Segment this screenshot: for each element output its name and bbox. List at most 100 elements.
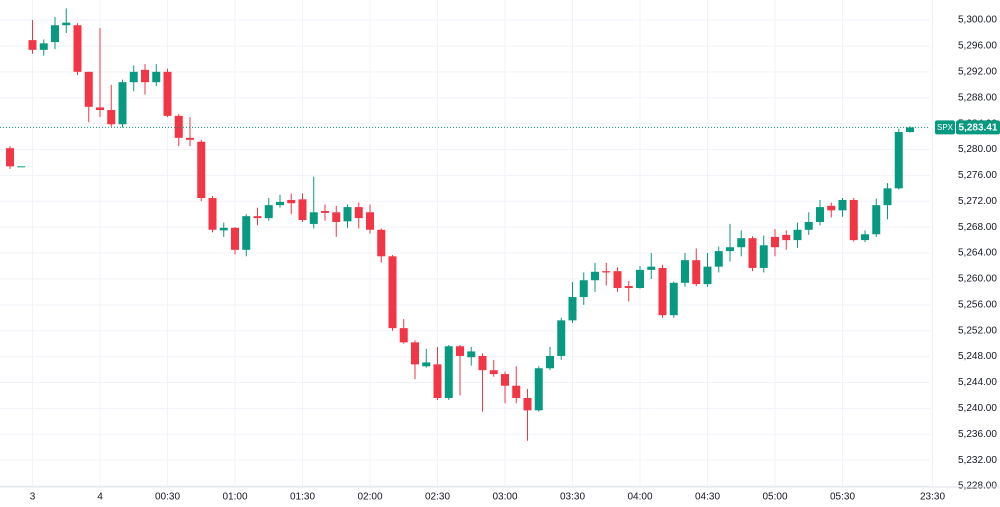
price-label: 5,283.41 [959,123,998,134]
candle-body [647,266,656,270]
x-tick-label: 05:00 [762,492,787,503]
y-tick-label: 5,260.00 [958,274,997,285]
candle-body [658,267,667,316]
x-tick-label: 05:30 [830,492,855,503]
candle-body [804,221,813,230]
candle-body [321,210,329,213]
candle-body [534,368,543,411]
candle-body [422,362,431,367]
candle-body [17,166,26,168]
candle-body [861,234,869,241]
candle-body [163,71,172,116]
candle-body [557,320,566,356]
candle-body [883,188,892,206]
candle-body [129,71,138,83]
candle-body [388,256,397,329]
candle-body [332,212,341,222]
y-tick-label: 5,288.00 [958,92,997,103]
x-tick-label: 03:00 [492,492,517,503]
candle-body [197,141,206,199]
candle-body [253,216,262,219]
candle-body [264,205,273,219]
candle-body [591,271,599,281]
candle-body [298,199,307,221]
candle-body [669,282,678,316]
candle-body [782,234,791,241]
candle-body [118,82,127,125]
candle-body [579,280,588,298]
x-tick-label: 01:00 [222,492,247,503]
candle-body [467,351,476,358]
candle-body [96,107,104,111]
candle-body [309,212,318,224]
candle-body [793,229,802,241]
candle-body [141,69,149,83]
candle-body [568,297,577,321]
x-tick-label: 23:30 [920,492,945,503]
x-tick-label: 00:30 [155,492,180,503]
candle-body [816,207,824,222]
candle-body [84,71,93,107]
y-tick-label: 5,268.00 [958,222,997,233]
x-tick-label: 03:30 [560,492,585,503]
y-tick-label: 5,292.00 [958,66,997,77]
y-tick-label: 5,276.00 [958,170,997,181]
candle-body [343,207,352,222]
candle-body [399,328,408,343]
candle-body [838,199,847,211]
candle-body [152,71,161,83]
y-tick-label: 5,248.00 [958,351,997,362]
candle-body [174,115,183,138]
y-tick-label: 5,228.00 [958,481,997,492]
y-tick-label: 5,232.00 [958,455,997,466]
candle-body [6,148,14,167]
candle-body [456,346,464,356]
candle-body [62,22,71,26]
x-tick-label: 04:00 [627,492,652,503]
x-tick-label: 04:30 [695,492,720,503]
candle-body [827,205,836,211]
candle-body [231,227,239,250]
candle-body [219,227,228,231]
candle-body [28,40,37,50]
candle-body [186,137,194,140]
candle-body [73,25,82,72]
y-tick-label: 5,300.00 [958,15,997,26]
candle-body [287,199,296,204]
x-tick-label: 4 [97,492,103,503]
candle-body [759,245,768,268]
candle-body [523,398,532,411]
y-tick-label: 5,252.00 [958,325,997,336]
candle-body [354,207,363,219]
candle-body [411,342,419,365]
y-tick-label: 5,236.00 [958,429,997,440]
candle-body [546,355,554,369]
candle-body [636,269,644,288]
y-tick-label: 5,272.00 [958,196,997,207]
candle-body [602,271,611,273]
candle-body [613,271,622,288]
x-tick-label: 3 [30,492,36,503]
symbol-tag [935,120,955,135]
candle-body [872,205,881,235]
y-tick-label: 5,264.00 [958,248,997,259]
y-tick-label: 5,280.00 [958,144,997,155]
candle-body [726,247,734,252]
candle-body [208,198,217,230]
x-tick-label: 01:30 [290,492,315,503]
candle-body [512,385,521,399]
candle-body [39,43,48,50]
candle-body [748,238,757,268]
candle-body [51,25,59,43]
price-tag [956,120,1000,135]
y-tick-label: 5,244.00 [958,377,997,388]
candle-body [894,132,903,189]
symbol-label: SPX [937,123,954,132]
x-tick-label: 02:00 [357,492,382,503]
candle-body [849,199,858,241]
candle-body [478,355,487,371]
candle-body [444,346,453,399]
y-tick-label: 5,256.00 [958,299,997,310]
candle-body [714,251,723,267]
